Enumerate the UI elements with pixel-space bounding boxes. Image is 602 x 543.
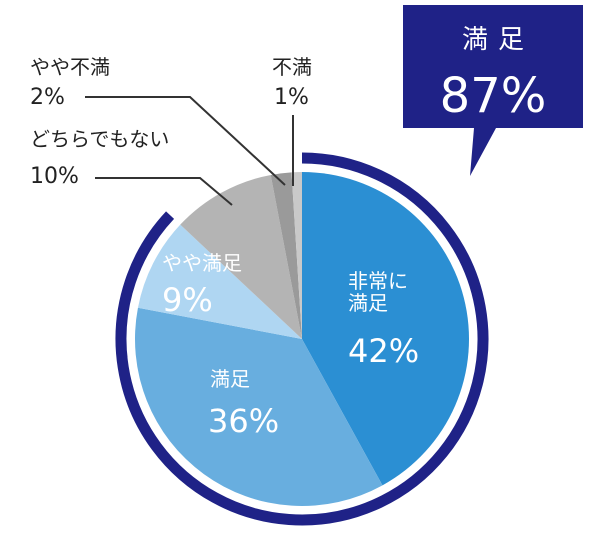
slice-label: やや不満 [30,55,110,79]
slice-value-label: 9% [162,281,213,319]
pie-slice [180,174,302,339]
slice-label: 非常に満足 [348,269,408,315]
slice-label: やや満足 [162,251,242,275]
slice-label: 不満 [272,55,312,79]
pie-slice [137,224,302,339]
pie-slice [270,172,302,339]
slice-value-label: 2% [30,85,65,110]
slice-label: どちらでもない [30,127,170,151]
slice-value-label: 36% [208,402,280,440]
leader-lines [85,96,294,206]
leader-line [95,177,233,206]
slice-label: 満足 [210,367,250,391]
callout-label: 満足 [461,25,534,55]
summary-arc [115,152,489,526]
pie-slice [135,307,383,506]
pie-slice [302,172,470,486]
slice-value-label: 42% [348,332,420,370]
leader-line [85,96,286,186]
callout-value: 87% [439,68,547,124]
pie-slice [291,172,302,339]
callout-box [403,5,583,176]
slice-value-label: 1% [274,85,309,110]
slice-value-label: 10% [30,164,79,189]
